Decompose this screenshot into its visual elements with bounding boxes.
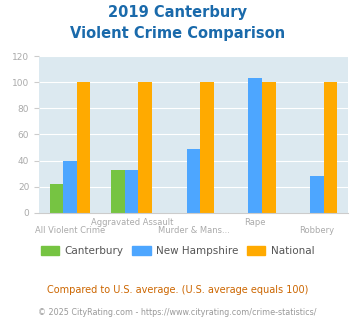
Bar xyxy=(248,78,262,213)
Bar xyxy=(77,82,90,213)
Legend: Canterbury, New Hampshire, National: Canterbury, New Hampshire, National xyxy=(37,242,318,260)
Bar xyxy=(262,82,275,213)
Text: Compared to U.S. average. (U.S. average equals 100): Compared to U.S. average. (U.S. average … xyxy=(47,285,308,295)
Bar xyxy=(310,176,324,213)
Bar xyxy=(138,82,152,213)
Bar xyxy=(200,82,214,213)
Text: All Violent Crime: All Violent Crime xyxy=(35,226,105,235)
Text: Violent Crime Comparison: Violent Crime Comparison xyxy=(70,26,285,41)
Bar xyxy=(63,161,77,213)
Text: Murder & Mans...: Murder & Mans... xyxy=(158,226,229,235)
Text: Rape: Rape xyxy=(245,218,266,227)
Text: Aggravated Assault: Aggravated Assault xyxy=(91,218,173,227)
Bar xyxy=(111,170,125,213)
Bar xyxy=(324,82,337,213)
Text: Robbery: Robbery xyxy=(300,226,334,235)
Bar xyxy=(125,170,138,213)
Text: 2019 Canterbury: 2019 Canterbury xyxy=(108,5,247,20)
Text: © 2025 CityRating.com - https://www.cityrating.com/crime-statistics/: © 2025 CityRating.com - https://www.city… xyxy=(38,308,317,316)
Bar xyxy=(50,184,63,213)
Bar xyxy=(187,149,200,213)
